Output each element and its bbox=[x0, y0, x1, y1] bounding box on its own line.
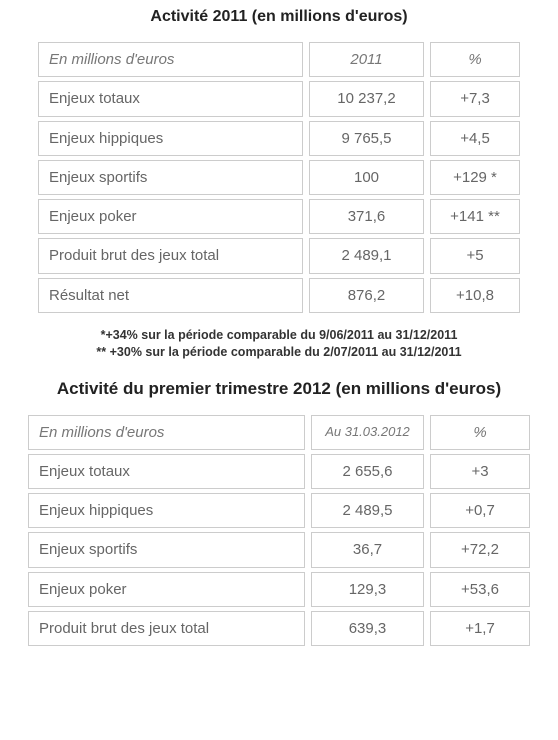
row-label: Produit brut des jeux total bbox=[38, 238, 303, 273]
table-activite-2011: En millions d'euros 2011 % Enjeux totaux… bbox=[32, 38, 526, 317]
row-pct: +141 ** bbox=[430, 199, 520, 234]
footnote-line: ** +30% sur la période comparable du 2/0… bbox=[0, 344, 558, 361]
row-label: Enjeux sportifs bbox=[28, 532, 305, 567]
row-value: 36,7 bbox=[311, 532, 424, 567]
table-row: Enjeux poker 371,6 +141 ** bbox=[38, 199, 520, 234]
footnote-line: *+34% sur la période comparable du 9/06/… bbox=[0, 327, 558, 344]
row-label: Enjeux poker bbox=[28, 572, 305, 607]
table-row: Enjeux sportifs 36,7 +72,2 bbox=[28, 532, 530, 567]
table-row: Produit brut des jeux total 639,3 +1,7 bbox=[28, 611, 530, 646]
table-row: Enjeux hippiques 9 765,5 +4,5 bbox=[38, 121, 520, 156]
row-label: Enjeux sportifs bbox=[38, 160, 303, 195]
col-header-value: Au 31.03.2012 bbox=[311, 415, 424, 450]
row-value: 2 489,1 bbox=[309, 238, 424, 273]
footnotes: *+34% sur la période comparable du 9/06/… bbox=[0, 327, 558, 361]
row-pct: +3 bbox=[430, 454, 530, 489]
row-label: Enjeux totaux bbox=[28, 454, 305, 489]
row-pct: +72,2 bbox=[430, 532, 530, 567]
row-value: 10 237,2 bbox=[309, 81, 424, 116]
row-label: Enjeux poker bbox=[38, 199, 303, 234]
row-pct: +10,8 bbox=[430, 278, 520, 313]
row-value: 2 655,6 bbox=[311, 454, 424, 489]
col-header-label: En millions d'euros bbox=[28, 415, 305, 450]
row-pct: +5 bbox=[430, 238, 520, 273]
row-label: Produit brut des jeux total bbox=[28, 611, 305, 646]
col-header-value: 2011 bbox=[309, 42, 424, 77]
row-pct: +129 * bbox=[430, 160, 520, 195]
row-pct: +7,3 bbox=[430, 81, 520, 116]
row-pct: +4,5 bbox=[430, 121, 520, 156]
row-value: 371,6 bbox=[309, 199, 424, 234]
row-value: 2 489,5 bbox=[311, 493, 424, 528]
section-activite-2011: Activité 2011 (en millions d'euros) En m… bbox=[0, 8, 558, 361]
table-row: Enjeux poker 129,3 +53,6 bbox=[28, 572, 530, 607]
section-title: Activité du premier trimestre 2012 (en m… bbox=[0, 379, 558, 399]
col-header-pct: % bbox=[430, 415, 530, 450]
table-activite-q1-2012: En millions d'euros Au 31.03.2012 % Enje… bbox=[22, 411, 536, 651]
table-row: Résultat net 876,2 +10,8 bbox=[38, 278, 520, 313]
table-row: Enjeux totaux 2 655,6 +3 bbox=[28, 454, 530, 489]
row-value: 9 765,5 bbox=[309, 121, 424, 156]
row-value: 876,2 bbox=[309, 278, 424, 313]
row-value: 639,3 bbox=[311, 611, 424, 646]
row-label: Enjeux hippiques bbox=[28, 493, 305, 528]
section-activite-q1-2012: Activité du premier trimestre 2012 (en m… bbox=[0, 379, 558, 651]
table-header-row: En millions d'euros Au 31.03.2012 % bbox=[28, 415, 530, 450]
col-header-label: En millions d'euros bbox=[38, 42, 303, 77]
row-label: Résultat net bbox=[38, 278, 303, 313]
row-label: Enjeux hippiques bbox=[38, 121, 303, 156]
col-header-pct: % bbox=[430, 42, 520, 77]
table-header-row: En millions d'euros 2011 % bbox=[38, 42, 520, 77]
table-row: Enjeux totaux 10 237,2 +7,3 bbox=[38, 81, 520, 116]
table-row: Produit brut des jeux total 2 489,1 +5 bbox=[38, 238, 520, 273]
table-row: Enjeux hippiques 2 489,5 +0,7 bbox=[28, 493, 530, 528]
table-row: Enjeux sportifs 100 +129 * bbox=[38, 160, 520, 195]
row-pct: +1,7 bbox=[430, 611, 530, 646]
row-pct: +53,6 bbox=[430, 572, 530, 607]
section-title: Activité 2011 (en millions d'euros) bbox=[0, 8, 558, 26]
row-pct: +0,7 bbox=[430, 493, 530, 528]
row-value: 129,3 bbox=[311, 572, 424, 607]
row-value: 100 bbox=[309, 160, 424, 195]
row-label: Enjeux totaux bbox=[38, 81, 303, 116]
